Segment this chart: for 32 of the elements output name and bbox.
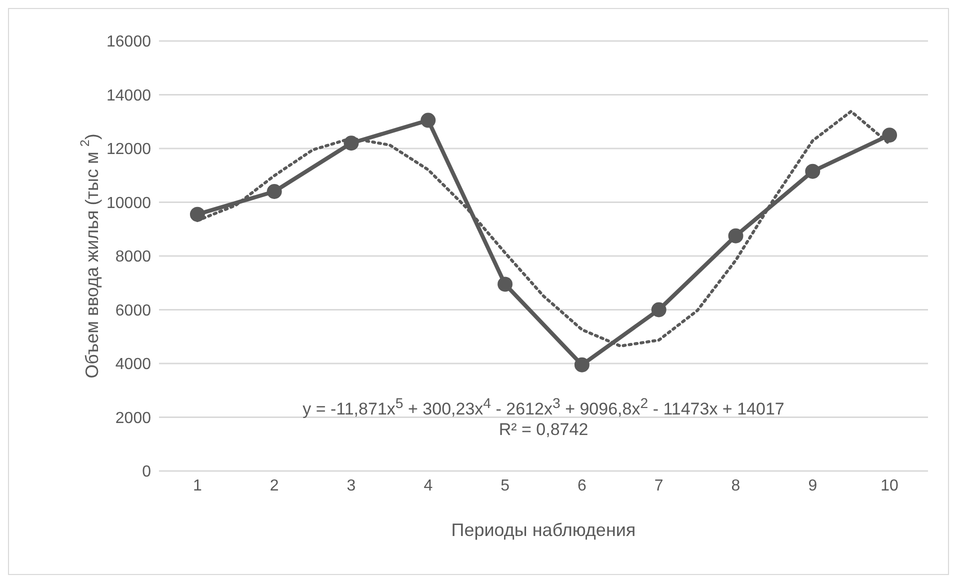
point bbox=[498, 276, 513, 292]
y-tick-label: 2000 bbox=[115, 410, 152, 427]
x-tick-label: 8 bbox=[731, 477, 740, 494]
point bbox=[882, 128, 898, 143]
point bbox=[805, 164, 820, 179]
point bbox=[344, 136, 359, 151]
x-tick-label: 2 bbox=[270, 477, 279, 494]
point bbox=[728, 228, 744, 244]
x-tick-label: 7 bbox=[654, 477, 664, 494]
x-tick-label: 6 bbox=[577, 477, 586, 494]
x-axis-title: Периоды наблюдения bbox=[451, 520, 636, 540]
y-tick-label: 16000 bbox=[106, 34, 152, 51]
x-tick-label: 3 bbox=[346, 477, 356, 494]
x-tick-label: 4 bbox=[424, 477, 433, 494]
annotation: R² = 0,8742 bbox=[498, 420, 590, 440]
point bbox=[190, 206, 205, 222]
y-tick-label: 8000 bbox=[115, 248, 152, 266]
point bbox=[266, 184, 282, 199]
x-tick-label: 5 bbox=[500, 477, 510, 494]
y-tick-label: 0 bbox=[142, 464, 152, 481]
text: y = -11,871x$^{5}$ + 300,23x$^{4}$ - 2612x$^{3}$ + 9096,8x$^{2}$ - 11473x + 14017 bbox=[302, 396, 784, 418]
x-tick-label: 1 bbox=[192, 477, 202, 494]
point bbox=[651, 302, 666, 318]
y-tick-label: 4000 bbox=[115, 356, 152, 374]
y-tick-label: 6000 bbox=[115, 302, 152, 320]
y-tick-label: 12000 bbox=[106, 141, 152, 158]
y-tick-label: 10000 bbox=[106, 194, 152, 212]
y-tick-label: 14000 bbox=[106, 87, 152, 104]
x-tick-label: 9 bbox=[808, 477, 818, 494]
x-tick-label: 10 bbox=[880, 477, 899, 494]
point bbox=[420, 112, 436, 128]
point bbox=[574, 357, 590, 372]
